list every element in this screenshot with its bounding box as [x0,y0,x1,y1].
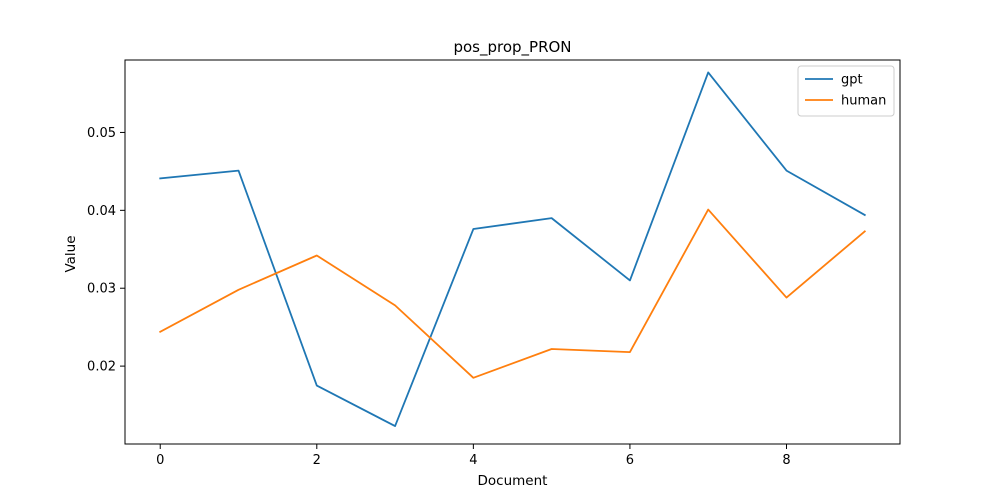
y-axis-label: Value [63,235,79,272]
y-tick-label: 0.04 [87,204,116,219]
x-tick-label: 4 [469,453,477,468]
y-axis: 0.02 0.03 0.04 0.05 [87,126,125,375]
legend: gpt human [797,65,895,117]
chart-title: pos_prop_PRON [453,38,571,57]
plot-frame [124,59,901,445]
y-tick-label: 0.05 [87,126,116,141]
y-tick-label: 0.02 [87,360,116,375]
legend-label-human: human [841,94,886,109]
x-tick-label: 0 [156,453,164,468]
legend-label-gpt: gpt [841,73,863,88]
series-layer [159,71,867,427]
x-tick-label: 8 [782,453,790,468]
x-tick-label: 2 [313,453,321,468]
series-line-human [159,208,867,379]
x-tick-label: 6 [626,453,634,468]
series-line-gpt [159,71,866,427]
x-axis-label: Document [478,473,548,489]
y-tick-label: 0.03 [87,282,116,297]
x-axis: 0 2 4 6 8 [156,444,791,468]
